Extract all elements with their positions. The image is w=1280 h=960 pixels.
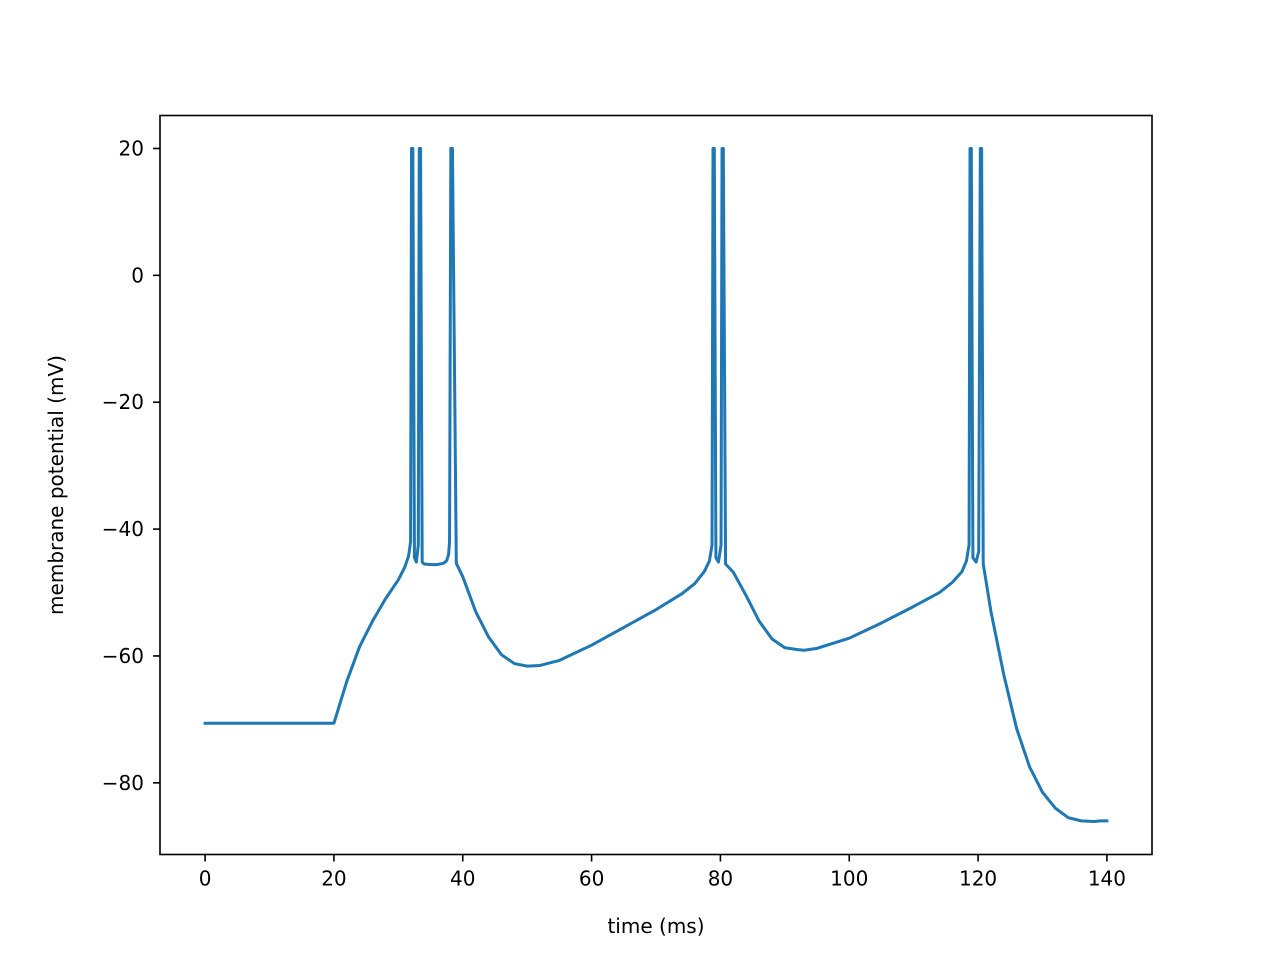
y-tick-label: 20	[119, 136, 144, 160]
x-tick-label: 20	[321, 867, 346, 891]
x-tick-label: 140	[1088, 867, 1126, 891]
x-tick-label: 120	[959, 867, 997, 891]
y-tick-label: −60	[102, 644, 144, 668]
series-line-membrane-potential	[203, 146, 1109, 824]
x-tick-label: 40	[450, 867, 475, 891]
x-tick-label: 0	[199, 867, 212, 891]
y-tick-label: −80	[102, 771, 144, 795]
y-axis-label: membrane potential (mV)	[44, 355, 68, 615]
y-tick-label: −20	[102, 390, 144, 414]
y-tick-label: −40	[102, 517, 144, 541]
x-tick-label: 80	[708, 867, 733, 891]
x-axis-label: time (ms)	[607, 914, 704, 938]
x-tick-label: 100	[830, 867, 868, 891]
ticks-group: 0 20 40 60 80 100 120 140 −80 −60 −40 −20 0 20	[102, 136, 1126, 890]
x-tick-label: 60	[579, 867, 604, 891]
y-tick-label: 0	[131, 263, 144, 287]
plot-frame	[159, 114, 1153, 856]
